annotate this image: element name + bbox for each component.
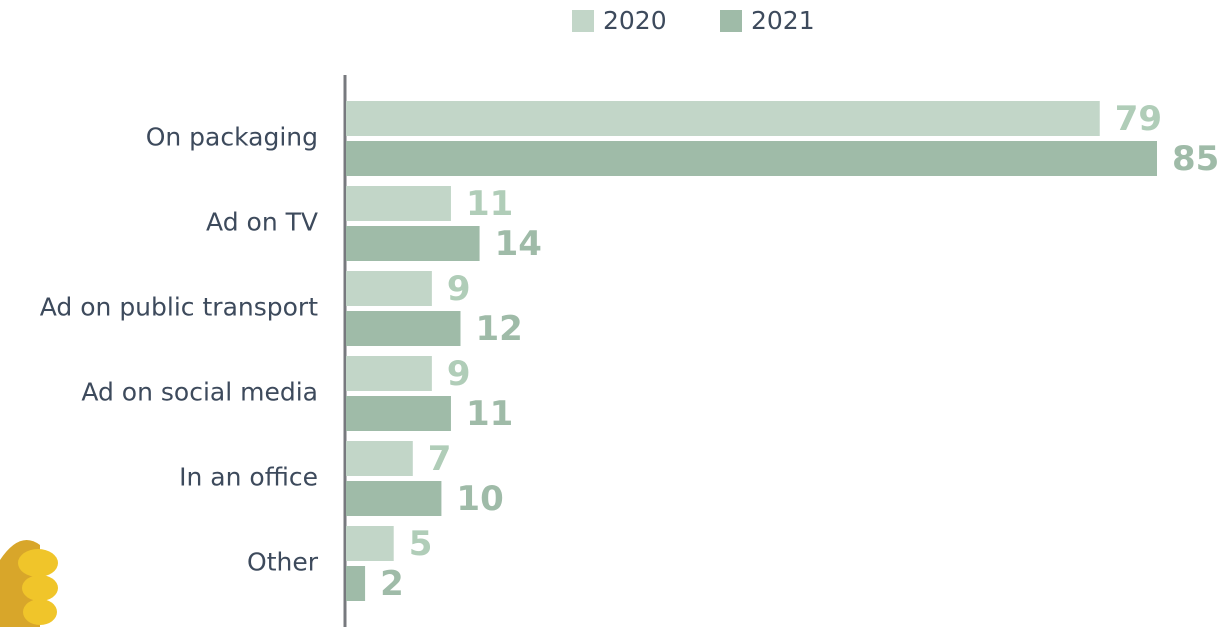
category-label: On packaging — [146, 123, 318, 152]
data-label: 11 — [466, 394, 513, 434]
decoration — [23, 599, 57, 625]
bar — [346, 441, 413, 476]
bar — [346, 396, 451, 431]
legend-swatch — [572, 10, 594, 32]
data-label: 85 — [1172, 139, 1219, 179]
bar — [346, 526, 394, 561]
chart: 20202021On packaging7985Ad on TV1114Ad o… — [0, 0, 1221, 627]
data-label: 9 — [447, 269, 471, 309]
bar — [346, 101, 1100, 136]
category-label: Ad on TV — [206, 208, 318, 237]
data-label: 7 — [428, 439, 452, 479]
bar — [346, 356, 432, 391]
legend-swatch — [720, 10, 742, 32]
bar — [346, 566, 365, 601]
bar — [346, 226, 480, 261]
page: {"chart_data": {"type": "grouped-bar-hor… — [0, 0, 1221, 627]
data-label: 10 — [456, 479, 503, 519]
data-label: 12 — [475, 309, 522, 349]
category-label: In an office — [179, 463, 318, 492]
data-label: 9 — [447, 354, 471, 394]
category-label: Other — [247, 548, 319, 577]
data-label: 5 — [409, 524, 433, 564]
data-label: 11 — [466, 184, 513, 224]
bar — [346, 481, 441, 516]
category-label: Ad on public transport — [40, 293, 318, 322]
bar — [346, 141, 1157, 176]
decoration — [18, 549, 58, 577]
data-label: 79 — [1115, 99, 1162, 139]
bar — [346, 186, 451, 221]
bar — [346, 311, 460, 346]
legend-label: 2021 — [751, 6, 815, 35]
decoration — [22, 575, 58, 601]
decoration-hand — [0, 540, 58, 627]
category-label: Ad on social media — [81, 378, 318, 407]
data-label: 2 — [380, 564, 404, 604]
bar — [346, 271, 432, 306]
data-label: 14 — [495, 224, 542, 264]
legend-label: 2020 — [603, 6, 667, 35]
